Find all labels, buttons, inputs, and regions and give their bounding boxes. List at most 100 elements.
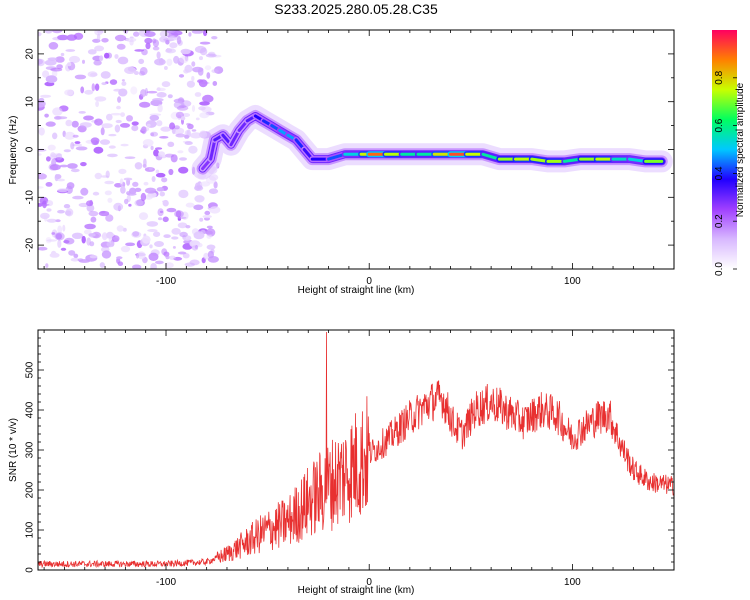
noise-blob <box>91 83 96 92</box>
noise-blob <box>169 42 178 49</box>
noise-blob <box>198 79 208 88</box>
noise-blob <box>176 105 189 111</box>
noise-blob <box>180 116 186 121</box>
noise-blob <box>170 154 178 163</box>
noise-blob <box>87 49 97 55</box>
noise-blob <box>132 231 140 237</box>
noise-blob <box>107 197 113 203</box>
noise-blob <box>169 122 176 130</box>
noise-blob <box>157 208 164 217</box>
noise-blob <box>118 88 128 97</box>
noise-blob <box>194 195 205 203</box>
colorbar-tick-label: 0.0 <box>714 262 725 276</box>
noise-blob <box>46 208 52 212</box>
noise-blob <box>114 54 119 59</box>
noise-blob <box>105 170 110 179</box>
noise-blob <box>47 144 56 151</box>
noise-blob <box>124 66 137 75</box>
noise-blob <box>206 225 213 229</box>
noise-blob <box>154 58 166 66</box>
noise-blob <box>143 158 147 167</box>
noise-blob <box>176 36 182 45</box>
noise-blob <box>79 122 92 128</box>
noise-blob <box>130 86 138 95</box>
noise-blob <box>72 195 84 200</box>
noise-blob <box>145 120 157 128</box>
noise-blob <box>114 124 121 133</box>
noise-blob <box>138 58 145 65</box>
noise-blob <box>93 60 102 66</box>
spectrogram-x-label: Height of straight line (km) <box>298 285 415 296</box>
x-tick-label: 100 <box>564 577 581 588</box>
noise-blob <box>80 162 87 167</box>
noise-blob <box>199 101 210 106</box>
noise-blob <box>116 225 124 232</box>
noise-blob <box>45 182 53 187</box>
y-tick-label: -20 <box>25 237 36 252</box>
noise-blob <box>48 42 59 50</box>
noise-blob <box>193 204 204 211</box>
noise-blob <box>38 153 42 156</box>
noise-blob <box>160 126 172 132</box>
noise-blob <box>179 157 187 161</box>
noise-blob <box>39 196 49 205</box>
noise-blob <box>156 120 163 127</box>
noise-blob <box>189 259 200 266</box>
noise-blob <box>188 145 198 154</box>
noise-blob <box>191 129 197 132</box>
noise-blob <box>149 244 153 249</box>
noise-blob <box>51 30 63 34</box>
noise-blob <box>66 34 78 41</box>
noise-blob <box>131 125 139 132</box>
noise-blob <box>46 200 54 207</box>
y-tick-label: 10 <box>25 96 36 108</box>
noise-blob <box>106 113 113 121</box>
noise-blob <box>49 252 60 258</box>
noise-blob <box>164 262 174 269</box>
noise-blob <box>147 229 158 232</box>
noise-blob <box>166 30 176 34</box>
noise-blob <box>38 127 45 136</box>
noise-blob <box>165 255 170 260</box>
noise-blob <box>202 214 212 219</box>
noise-blob <box>211 36 218 40</box>
noise-blob <box>84 89 94 95</box>
noise-blob <box>116 256 123 260</box>
noise-blob <box>75 146 88 151</box>
noise-blob <box>168 255 176 260</box>
colorbar-tick-label: 0.8 <box>714 70 725 84</box>
noise-blob <box>151 176 156 182</box>
noise-blob <box>159 191 165 197</box>
colorbar-label: Normalized spectral amplitude <box>735 82 746 217</box>
noise-blob <box>105 214 114 222</box>
noise-blob <box>38 32 42 37</box>
colorbar: 0.0 0.2 0.4 0.6 0.8 Normalized spectral ampl… <box>712 30 746 276</box>
noise-blob <box>140 89 147 97</box>
spectrogram-x-axis: -100 0 100 <box>43 30 675 287</box>
noise-blob <box>184 64 193 73</box>
noise-blob <box>55 56 65 63</box>
noise-blob <box>83 115 94 121</box>
noise-blob <box>139 101 151 108</box>
noise-blob <box>49 152 56 160</box>
noise-blob <box>124 198 129 205</box>
noise-blob <box>164 66 168 70</box>
noise-blob <box>182 113 191 117</box>
noise-blob <box>209 206 221 214</box>
noise-blob <box>191 61 196 67</box>
noise-blob <box>155 147 163 150</box>
noise-blob <box>165 48 177 54</box>
noise-blob <box>80 86 85 94</box>
noise-blob <box>177 222 188 229</box>
noise-blob <box>206 244 216 250</box>
noise-blob <box>211 69 219 74</box>
noise-blob <box>155 260 164 265</box>
noise-blob <box>156 51 161 59</box>
noise-blob <box>47 57 58 61</box>
noise-blob <box>83 229 92 235</box>
noise-blob <box>212 81 218 86</box>
noise-blob <box>158 151 165 157</box>
noise-blob <box>144 31 156 37</box>
noise-blob <box>64 89 74 96</box>
noise-blob <box>121 79 125 82</box>
